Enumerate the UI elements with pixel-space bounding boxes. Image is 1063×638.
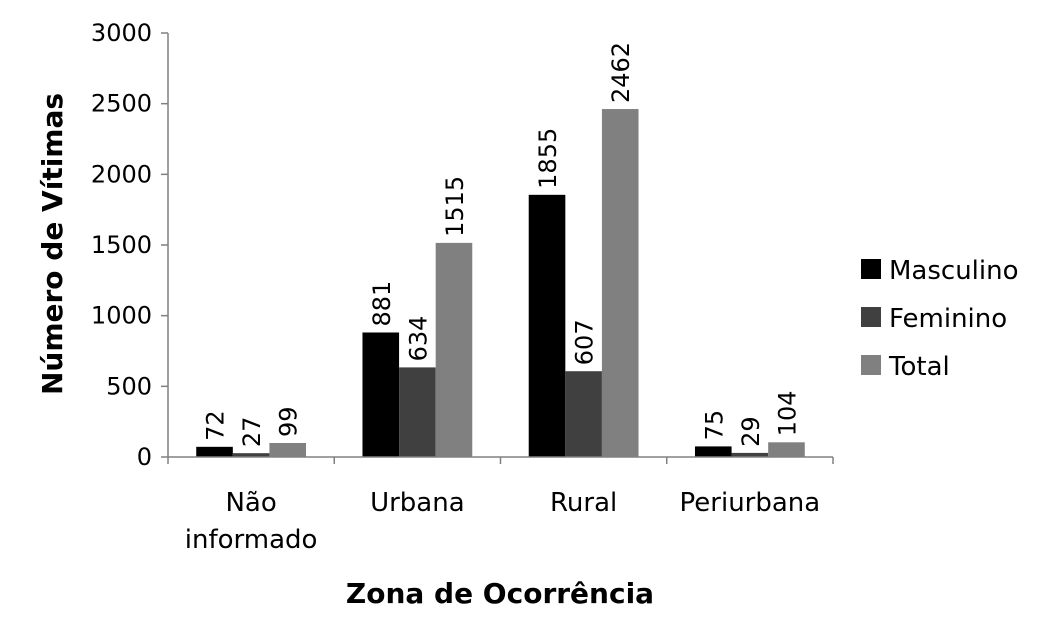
y-tick-label: 2000 (91, 160, 152, 188)
y-axis: 0 500 1000 1500 2000 2500 3000 (91, 19, 169, 471)
bar-masculino (196, 446, 233, 457)
bar-feminino (399, 367, 436, 457)
x-category-label: Rural (550, 488, 617, 518)
bar-masculino (694, 446, 732, 457)
data-label: 72 (202, 410, 230, 441)
x-category-label: Urbana (370, 488, 465, 518)
x-axis: Não informado Urbana Rural Periurbana (167, 456, 834, 555)
y-tick-label: 0 (137, 443, 152, 471)
y-axis-title: Número de Vítimas (36, 93, 69, 395)
bar-feminino (731, 452, 769, 457)
bars: 72 27 99 881 634 1515 1855 607 2462 75 29 104 (196, 42, 805, 458)
x-category-label: Periurbana (680, 488, 821, 518)
legend-label-masculino: Masculino (889, 256, 1019, 286)
bar-masculino (362, 332, 400, 457)
bar-feminino (565, 371, 602, 457)
legend-swatch-total (861, 355, 881, 375)
data-label: 634 (404, 316, 432, 362)
legend: Masculino Feminino Total (861, 256, 1019, 382)
bar-total (601, 109, 639, 458)
data-label: 75 (700, 410, 728, 441)
legend-label-feminino: Feminino (889, 304, 1007, 334)
legend-swatch-feminino (861, 307, 881, 327)
bar-feminino (232, 453, 270, 457)
legend-label-total: Total (888, 352, 950, 382)
data-label: 29 (737, 416, 765, 447)
data-label: 27 (238, 417, 266, 448)
data-label: 1855 (534, 128, 562, 189)
y-tick-label: 3000 (91, 19, 152, 47)
bar-masculino (528, 194, 566, 457)
data-label: 1515 (441, 176, 469, 237)
data-label: 2462 (607, 42, 635, 103)
data-label: 607 (571, 319, 599, 365)
bar-total (435, 242, 473, 457)
x-category-label-line: Rural (550, 488, 617, 518)
x-category-label-line: informado (185, 525, 318, 555)
data-label: 104 (773, 390, 801, 436)
y-tick-label: 500 (106, 372, 152, 400)
y-tick-label: 2500 (91, 90, 152, 118)
y-tick-label: 1500 (91, 231, 152, 259)
bar-total (269, 443, 307, 457)
data-label: 99 (275, 406, 303, 437)
data-label: 881 (368, 281, 396, 327)
legend-swatch-masculino (861, 259, 881, 279)
x-category-label-line: Urbana (370, 488, 465, 518)
x-category-label-line: Periurbana (680, 488, 821, 518)
x-category-label-line: Não (225, 488, 276, 518)
bar-total (768, 442, 805, 457)
x-category-label: Não informado (185, 488, 318, 555)
y-tick-label: 1000 (91, 302, 152, 330)
x-axis-title: Zona de Ocorrência (346, 577, 654, 610)
